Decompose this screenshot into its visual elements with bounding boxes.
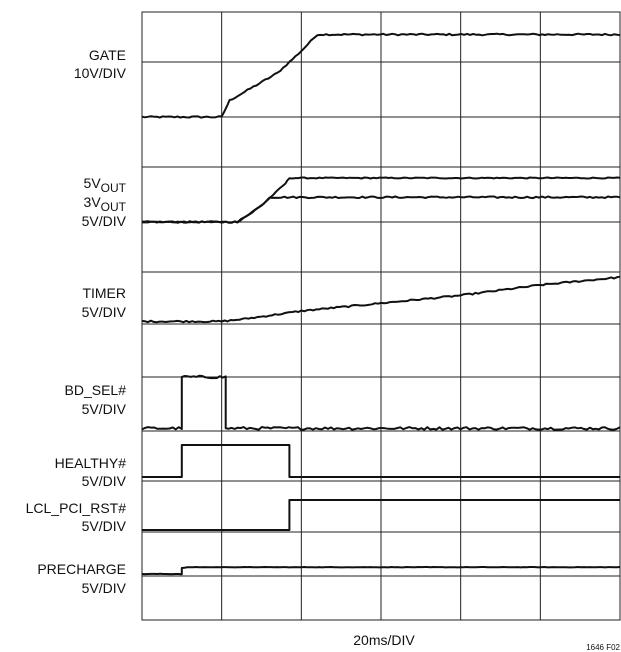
trace-3vout [141,195,621,224]
precharge-label: PRECHARGE [37,561,126,577]
figure-id: 1646 F02 [586,643,620,652]
5vout-label-main: 5V [84,175,102,191]
traces [141,32,621,576]
trace-bd_sel [141,374,621,431]
lcl-pci-rst-scale-label: 5V/DIV [82,518,127,534]
3vout-label: 3VOUT [84,194,127,214]
bd-sel-label: BD_SEL# [65,382,127,398]
bd-sel-scale-label: 5V/DIV [82,401,127,417]
precharge-scale-label: 5V/DIV [82,580,127,596]
timer-scale-label: 5V/DIV [82,304,127,320]
5vout-label: 5VOUT [84,175,127,195]
x-axis-label: 20ms/DIV [353,632,415,648]
3vout-label-main: 3V [84,194,102,210]
healthy-label: HEALTHY# [55,455,127,471]
healthy-scale-label: 5V/DIV [82,473,127,489]
timer-label: TIMER [82,285,126,301]
gate-label: GATE [89,47,126,63]
vout-scale-label: 5V/DIV [82,213,127,229]
gate-scale-label: 10V/DIV [74,65,127,81]
trace-gate [141,32,621,119]
trace-timer [141,275,621,324]
grid [141,11,621,621]
trace-healthy [142,444,620,478]
trace-lcl_pci_rst [142,499,620,531]
trace-precharge [141,566,621,576]
lcl-pci-rst-label: LCL_PCI_RST# [26,500,127,516]
